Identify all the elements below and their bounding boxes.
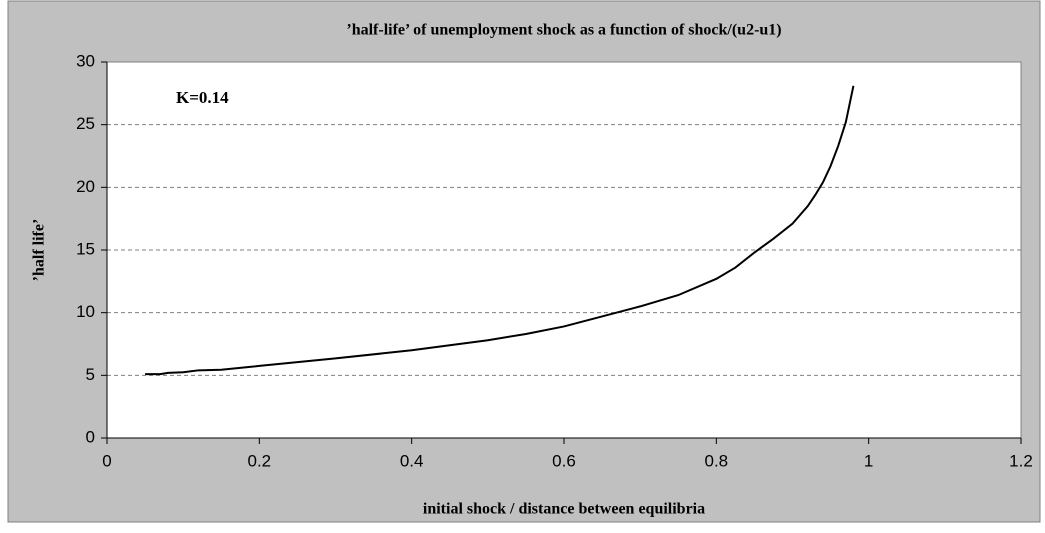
- y-axis-label: ’half life’: [31, 219, 48, 282]
- x-tick-label: 1.2: [1009, 451, 1033, 470]
- y-tick-label: 5: [86, 365, 95, 384]
- y-tick-label: 0: [86, 427, 95, 446]
- x-tick-label: 0.4: [400, 451, 424, 470]
- y-tick-label: 25: [76, 114, 95, 133]
- y-tick-label: 10: [76, 302, 95, 321]
- x-tick-label: 0.2: [248, 451, 272, 470]
- x-tick-label: 0.6: [552, 451, 576, 470]
- chart-title: ’half-life’ of unemployment shock as a f…: [346, 22, 781, 39]
- annotation: K=0.14: [176, 88, 229, 107]
- x-tick-label: 0: [102, 451, 111, 470]
- x-tick-label: 0.8: [705, 451, 729, 470]
- x-tick-label: 1: [864, 451, 873, 470]
- y-tick-label: 15: [76, 239, 95, 258]
- x-axis-label: initial shock / distance between equilib…: [423, 501, 705, 518]
- y-tick-label: 20: [76, 177, 95, 196]
- data-line: [145, 85, 855, 376]
- y-tick-label: 30: [76, 51, 95, 70]
